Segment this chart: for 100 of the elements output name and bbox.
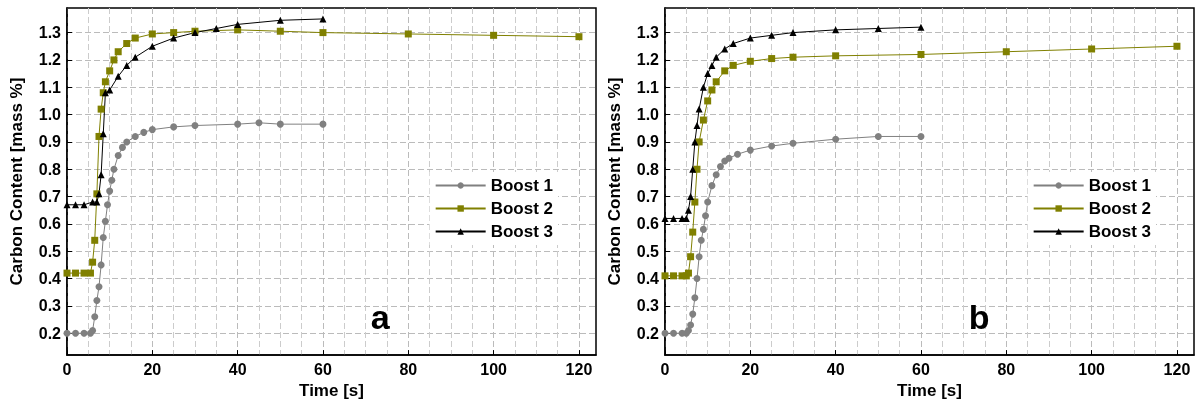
point bbox=[917, 50, 925, 58]
point bbox=[712, 171, 720, 179]
point bbox=[276, 27, 284, 35]
point bbox=[319, 29, 327, 37]
point bbox=[789, 53, 797, 61]
point bbox=[670, 329, 678, 337]
x-tick-label: 120 bbox=[1163, 360, 1191, 378]
point bbox=[110, 165, 118, 173]
point bbox=[97, 261, 105, 269]
point bbox=[768, 142, 776, 150]
point bbox=[729, 61, 737, 69]
y-tick-label: 0.4 bbox=[38, 270, 62, 288]
x-axis-title: Time [s] bbox=[897, 381, 962, 400]
y-tick-label: 0.4 bbox=[636, 270, 660, 288]
point bbox=[212, 25, 220, 32]
point bbox=[575, 33, 583, 41]
point bbox=[712, 78, 720, 86]
point bbox=[140, 128, 148, 136]
point bbox=[699, 83, 707, 91]
y-tick-label: 1.3 bbox=[38, 24, 62, 42]
point bbox=[80, 329, 88, 337]
point bbox=[91, 313, 99, 321]
point bbox=[255, 119, 263, 127]
point bbox=[708, 182, 716, 190]
point bbox=[708, 61, 716, 69]
point bbox=[170, 29, 178, 37]
point bbox=[114, 152, 122, 160]
point bbox=[114, 48, 122, 56]
x-tick-label: 60 bbox=[314, 360, 332, 378]
point bbox=[693, 122, 701, 130]
point bbox=[689, 310, 697, 318]
point bbox=[670, 214, 678, 222]
point bbox=[695, 138, 703, 146]
point bbox=[695, 253, 703, 261]
point bbox=[91, 236, 99, 244]
y-tick-label: 1.2 bbox=[636, 51, 660, 69]
legend-label: Boost 2 bbox=[1088, 199, 1151, 218]
point bbox=[72, 201, 80, 209]
y-tick-label: 0.8 bbox=[636, 160, 660, 178]
point bbox=[699, 225, 707, 233]
y-tick-label: 1.1 bbox=[636, 78, 660, 96]
y-tick-label: 0.7 bbox=[38, 188, 62, 206]
point bbox=[148, 30, 156, 38]
x-tick-label: 80 bbox=[399, 360, 418, 378]
point bbox=[704, 198, 712, 206]
point bbox=[148, 42, 156, 50]
point bbox=[874, 25, 882, 32]
point bbox=[108, 176, 116, 184]
point bbox=[746, 146, 754, 154]
point bbox=[832, 135, 840, 143]
point bbox=[97, 105, 105, 113]
point bbox=[99, 234, 107, 242]
x-tick-label: 100 bbox=[480, 360, 508, 378]
legend-label: Boost 1 bbox=[490, 176, 553, 195]
point bbox=[63, 329, 71, 337]
point bbox=[123, 61, 131, 69]
x-tick-label: 80 bbox=[997, 360, 1016, 378]
point bbox=[687, 321, 695, 329]
point bbox=[917, 23, 925, 31]
y-tick-label: 1.3 bbox=[636, 24, 660, 42]
y-tick-label: 1.0 bbox=[38, 106, 62, 124]
y-tick-label: 0.2 bbox=[636, 324, 660, 342]
point bbox=[704, 70, 712, 78]
point bbox=[86, 269, 94, 277]
point bbox=[276, 120, 284, 128]
point bbox=[89, 258, 97, 266]
point bbox=[725, 154, 733, 162]
y-tick-label: 0.5 bbox=[636, 242, 660, 260]
point bbox=[131, 53, 139, 61]
y-axis-title: Carbon Content [mass %] bbox=[605, 77, 624, 286]
point bbox=[661, 329, 669, 337]
y-tick-label: 0.3 bbox=[636, 297, 660, 315]
x-tick-label: 120 bbox=[565, 360, 593, 378]
y-tick-label: 0.6 bbox=[38, 215, 62, 233]
point bbox=[689, 228, 697, 236]
point bbox=[490, 31, 498, 39]
point bbox=[789, 139, 797, 147]
point bbox=[191, 122, 199, 130]
point bbox=[1173, 42, 1181, 50]
point bbox=[95, 283, 103, 291]
y-axis-title: Carbon Content [mass %] bbox=[7, 77, 26, 286]
point bbox=[874, 132, 882, 140]
x-tick-label: 60 bbox=[912, 360, 930, 378]
point bbox=[684, 206, 692, 214]
point bbox=[114, 72, 122, 80]
y-tick-label: 1.1 bbox=[38, 78, 62, 96]
annotation: a bbox=[370, 298, 391, 336]
point bbox=[687, 193, 695, 201]
point bbox=[93, 198, 101, 206]
y-tick-label: 0.9 bbox=[636, 133, 660, 151]
x-tick-label: 20 bbox=[143, 360, 162, 378]
x-tick-label: 0 bbox=[62, 360, 72, 378]
point bbox=[63, 269, 71, 277]
point bbox=[106, 187, 114, 195]
legend-label: Boost 3 bbox=[1088, 222, 1151, 241]
y-tick-label: 0.7 bbox=[636, 188, 660, 206]
x-tick-label: 100 bbox=[1078, 360, 1106, 378]
x-tick-label: 40 bbox=[228, 360, 247, 378]
point bbox=[1002, 48, 1010, 56]
point bbox=[131, 34, 139, 42]
